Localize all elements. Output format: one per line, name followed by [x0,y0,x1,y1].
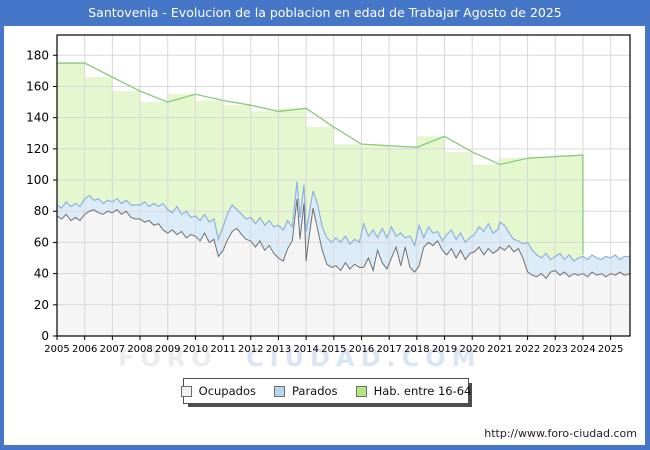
svg-text:2015: 2015 [321,344,346,355]
svg-text:120: 120 [26,142,49,156]
svg-text:2008: 2008 [127,344,152,355]
grid-lines [56,35,630,336]
svg-text:2009: 2009 [155,344,180,355]
svg-text:2017: 2017 [376,344,401,355]
svg-text:2020: 2020 [459,344,484,355]
svg-text:2023: 2023 [543,344,568,355]
frame-border-bottom [0,445,650,450]
legend-item-ocupados: Ocupados [180,384,256,398]
axis-ticks [53,54,612,340]
svg-text:0: 0 [41,329,49,343]
svg-text:60: 60 [34,235,49,249]
watermark: FORO CIUDAD.COM [118,344,538,372]
svg-text:2007: 2007 [100,344,125,355]
legend-item-parados: Parados [273,384,338,398]
svg-text:2016: 2016 [349,344,374,355]
svg-text:2010: 2010 [183,344,208,355]
svg-text:2019: 2019 [432,344,457,355]
watermark-text-2: CIUDAD.COM [246,344,482,372]
svg-text:180: 180 [26,48,49,62]
svg-text:2022: 2022 [515,344,540,355]
svg-text:2021: 2021 [487,344,512,355]
svg-text:80: 80 [34,204,49,218]
chart-title: Santovenia - Evolucion de la poblacion e… [0,0,650,26]
frame-border-right [645,0,650,450]
ocupados-line [56,198,631,280]
svg-text:2013: 2013 [266,344,291,355]
x-axis-labels: 2005 2006 2007 2008 2009 2010 2011 2012 2013 2014… [44,344,623,355]
ocupados-area [57,198,630,336]
chart-legend: Ocupados Parados Hab. entre 16-64 [180,378,472,404]
svg-text:2012: 2012 [238,344,263,355]
source-url: http://www.foro-ciudad.com [484,427,637,440]
legend-label-ocupados: Ocupados [198,384,256,398]
svg-text:40: 40 [34,267,49,281]
svg-text:20: 20 [34,298,49,312]
svg-text:160: 160 [26,79,49,93]
plot-border [56,34,631,337]
svg-text:2005: 2005 [44,344,69,355]
y-axis-labels: 0 20 40 60 80 100 120 140 160 180 [26,48,49,343]
svg-text:2006: 2006 [72,344,97,355]
svg-text:2024: 2024 [570,344,595,355]
hab-swatch-icon [355,385,367,397]
svg-text:100: 100 [26,173,49,187]
parados-swatch-icon [273,385,285,397]
legend-item-hab: Hab. entre 16-64 [355,384,472,398]
frame-border-left [0,0,4,450]
watermark-text-1: FORO [118,344,218,372]
svg-text:140: 140 [26,111,49,125]
hab-16-64-line [57,62,584,255]
svg-text:2014: 2014 [293,344,318,355]
ocupados-swatch-icon [180,385,192,397]
legend-label-hab: Hab. entre 16-64 [373,384,472,398]
legend-label-parados: Parados [291,384,338,398]
parados-line [56,181,630,262]
svg-text:2025: 2025 [598,344,623,355]
svg-text:2018: 2018 [404,344,429,355]
svg-text:2011: 2011 [210,344,235,355]
